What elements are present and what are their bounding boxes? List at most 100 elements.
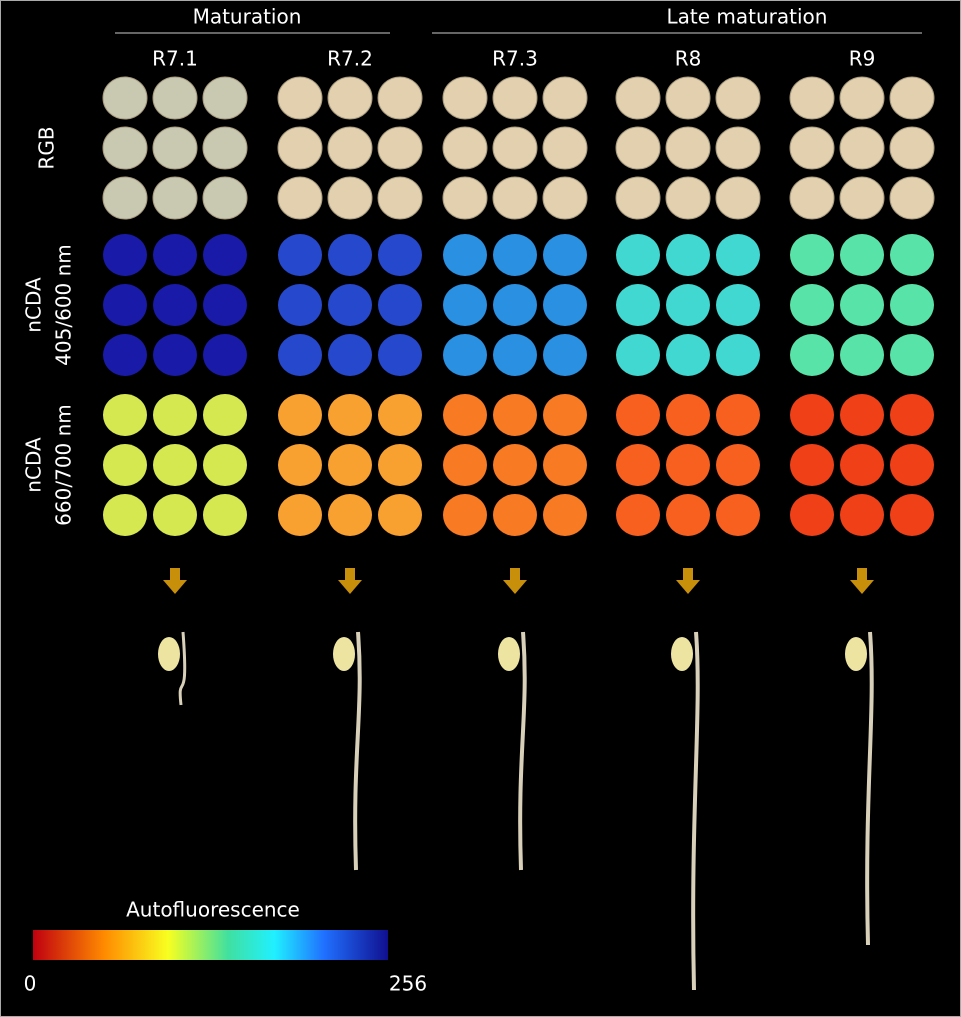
seed bbox=[443, 394, 487, 436]
seed bbox=[328, 234, 372, 276]
seed bbox=[377, 126, 423, 170]
column-label: R7.1 bbox=[152, 47, 198, 71]
seed bbox=[616, 234, 660, 276]
row-label: 660/700 nm bbox=[52, 404, 76, 526]
seed bbox=[493, 284, 537, 326]
seed bbox=[152, 176, 198, 220]
seed bbox=[543, 394, 587, 436]
seed bbox=[615, 76, 661, 120]
cotyledon bbox=[333, 637, 355, 671]
row-label: nCDA bbox=[22, 437, 46, 493]
seed bbox=[327, 176, 373, 220]
row-label: RGB bbox=[35, 126, 59, 169]
seed bbox=[542, 176, 588, 220]
seed bbox=[378, 234, 422, 276]
seed bbox=[328, 444, 372, 486]
column-label: R8 bbox=[675, 47, 702, 71]
cotyledon bbox=[158, 637, 180, 671]
seed bbox=[790, 494, 834, 536]
seed bbox=[543, 334, 587, 376]
seed-grid bbox=[102, 76, 935, 991]
seed bbox=[615, 126, 661, 170]
seed bbox=[615, 176, 661, 220]
seed bbox=[665, 126, 711, 170]
seed bbox=[493, 334, 537, 376]
seed bbox=[716, 334, 760, 376]
seed bbox=[839, 176, 885, 220]
seed bbox=[790, 394, 834, 436]
seed bbox=[278, 284, 322, 326]
seed bbox=[542, 76, 588, 120]
seed bbox=[840, 444, 884, 486]
column-label: R9 bbox=[849, 47, 876, 71]
seed bbox=[378, 284, 422, 326]
seed bbox=[543, 234, 587, 276]
seed bbox=[493, 494, 537, 536]
seed bbox=[492, 76, 538, 120]
seed bbox=[889, 176, 935, 220]
seed bbox=[443, 444, 487, 486]
seed bbox=[443, 334, 487, 376]
columns: R7.1 R7.2 R7.3 R8 R9 bbox=[152, 47, 875, 71]
seed bbox=[666, 284, 710, 326]
arrow bbox=[676, 568, 700, 594]
seed bbox=[153, 444, 197, 486]
seed bbox=[278, 444, 322, 486]
seed bbox=[202, 176, 248, 220]
seed bbox=[378, 494, 422, 536]
seed bbox=[666, 444, 710, 486]
seed bbox=[203, 234, 247, 276]
colorbar-max: 256 bbox=[389, 972, 427, 996]
column-label: R7.3 bbox=[492, 47, 538, 71]
seed bbox=[443, 234, 487, 276]
seed bbox=[716, 284, 760, 326]
seed bbox=[153, 394, 197, 436]
seed bbox=[840, 394, 884, 436]
seed bbox=[378, 394, 422, 436]
seed bbox=[543, 494, 587, 536]
root bbox=[518, 631, 527, 871]
seed bbox=[103, 444, 147, 486]
seed bbox=[328, 284, 372, 326]
seed bbox=[890, 284, 934, 326]
seed bbox=[328, 334, 372, 376]
group-label: Maturation bbox=[193, 5, 302, 29]
seed bbox=[890, 334, 934, 376]
seed bbox=[203, 334, 247, 376]
seed bbox=[203, 284, 247, 326]
seed bbox=[492, 176, 538, 220]
seed bbox=[102, 76, 148, 120]
seed bbox=[327, 76, 373, 120]
seed bbox=[889, 76, 935, 120]
seed bbox=[616, 394, 660, 436]
seed bbox=[789, 126, 835, 170]
colorbar-title: Autofluorescence bbox=[126, 898, 300, 922]
seed bbox=[890, 494, 934, 536]
seed bbox=[542, 126, 588, 170]
seed bbox=[716, 234, 760, 276]
seed bbox=[716, 444, 760, 486]
seed bbox=[493, 394, 537, 436]
seed bbox=[716, 394, 760, 436]
root bbox=[353, 631, 362, 871]
seed bbox=[202, 126, 248, 170]
seed bbox=[153, 284, 197, 326]
seed bbox=[277, 126, 323, 170]
seed bbox=[153, 334, 197, 376]
seed bbox=[102, 176, 148, 220]
seed bbox=[377, 176, 423, 220]
seed bbox=[152, 76, 198, 120]
arrow bbox=[850, 568, 874, 594]
root bbox=[178, 631, 187, 706]
seed bbox=[442, 76, 488, 120]
seed bbox=[203, 444, 247, 486]
colorbar-min: 0 bbox=[24, 972, 37, 996]
seed bbox=[103, 284, 147, 326]
seed bbox=[543, 284, 587, 326]
seed bbox=[442, 126, 488, 170]
seed bbox=[715, 176, 761, 220]
row-label: nCDA bbox=[22, 277, 46, 333]
seed bbox=[442, 176, 488, 220]
cotyledon bbox=[845, 637, 867, 671]
